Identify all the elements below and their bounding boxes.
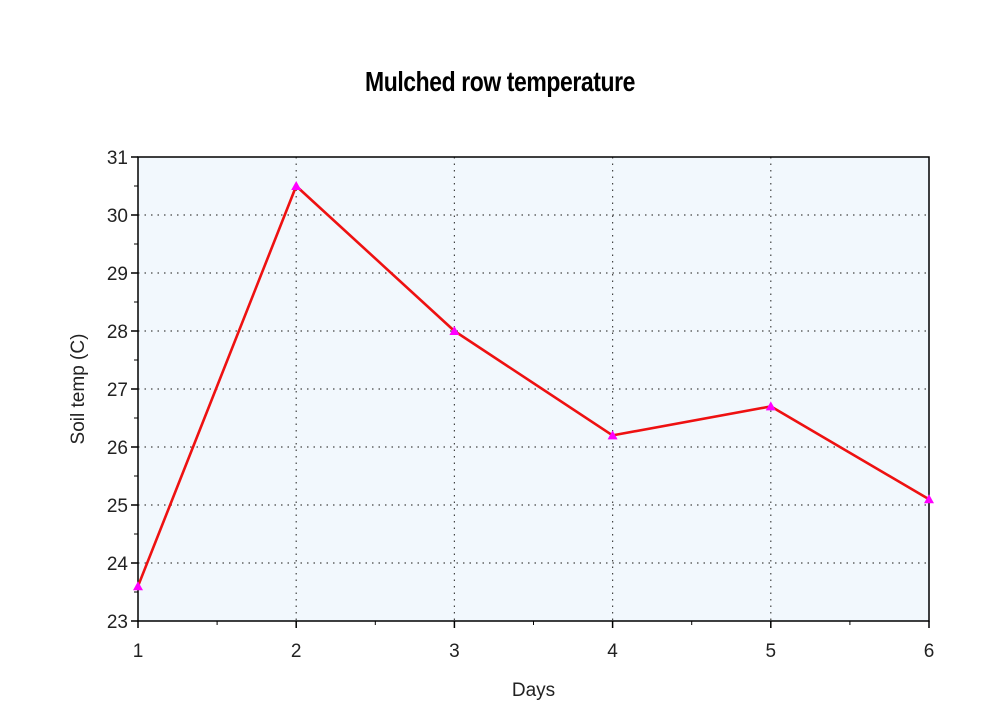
y-tick-label-24: 24 — [107, 554, 129, 575]
y-tick-label-27: 27 — [107, 380, 128, 401]
data-point-3 — [449, 326, 460, 335]
y-tick-label-29: 29 — [107, 264, 128, 285]
data-point-4 — [607, 430, 618, 440]
x-tick-label-6: 6 — [924, 641, 935, 662]
plot-frame — [137, 156, 930, 622]
data-point-5 — [765, 401, 776, 411]
series-line-0 — [136, 184, 930, 587]
data-point-2 — [291, 181, 302, 190]
x-tick-label-2: 2 — [291, 641, 302, 662]
x-tick-label-3: 3 — [449, 641, 460, 662]
x-tick-label-5: 5 — [766, 641, 777, 662]
y-tick-label-28: 28 — [107, 322, 128, 343]
y-tick-label-23: 23 — [107, 612, 128, 633]
plot-area — [138, 157, 929, 621]
chart-title: Mulched row temperature — [365, 66, 635, 97]
data-point-1 — [133, 581, 143, 591]
data-point-6 — [924, 494, 934, 504]
series — [133, 181, 934, 591]
x-axis-title: Days — [512, 680, 555, 701]
x-tick-label-1: 1 — [133, 641, 144, 662]
y-tick-label-26: 26 — [107, 438, 128, 459]
y-tick-label-30: 30 — [107, 206, 128, 227]
y-axis-title: Soil temp (C) — [68, 334, 89, 445]
axes — [131, 156, 930, 628]
y-tick-label-25: 25 — [107, 496, 128, 517]
x-tick-label-4: 4 — [607, 641, 618, 662]
y-tick-label-31: 31 — [107, 148, 128, 169]
